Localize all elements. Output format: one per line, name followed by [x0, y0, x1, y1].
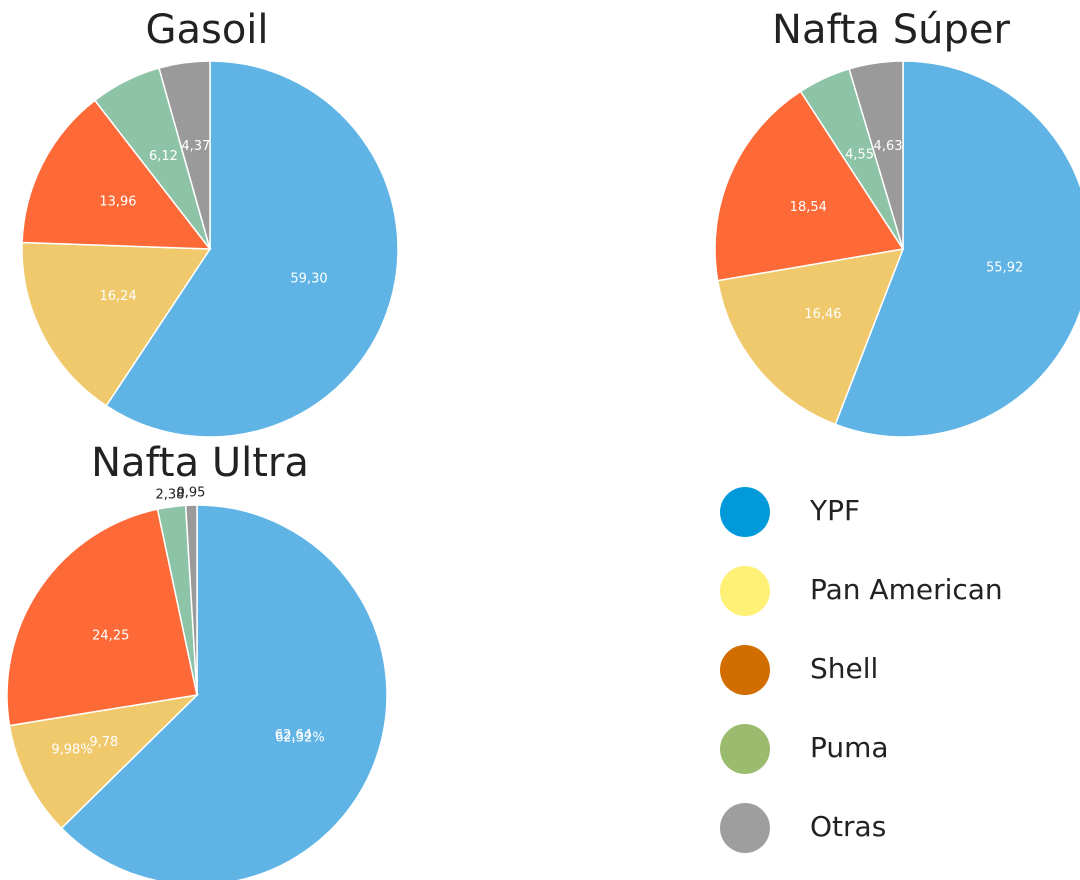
slice-label: 4,37 [181, 139, 210, 154]
annotation: 9,98% [51, 743, 92, 758]
slice-label: 55,92 [986, 260, 1023, 275]
legend-label: YPF [809, 494, 860, 527]
pie-slice [8, 693, 200, 830]
slice-label: 4,63 [874, 139, 903, 154]
slice-label: 18,54 [790, 200, 827, 215]
legend-swatch [720, 566, 770, 616]
legend-swatch [720, 645, 770, 695]
legend-label: Shell [810, 652, 878, 685]
slice-label: 16,46 [804, 307, 841, 322]
slice-label: 0,95 [176, 486, 205, 501]
legend-swatch [720, 487, 770, 537]
legend-label: Puma [810, 731, 889, 764]
pie-slice [184, 504, 198, 696]
legend-swatch [720, 724, 770, 774]
pie-slice [834, 60, 1080, 438]
slice-label: 4,55 [845, 148, 874, 163]
slice-label: 16,24 [99, 289, 136, 304]
pie-slice [60, 504, 388, 880]
slice-label: 13,96 [99, 194, 136, 209]
slice-label: 59,30 [290, 271, 327, 286]
slice-label: 62,64 [275, 728, 312, 743]
slice-label: 6,12 [149, 149, 178, 164]
pie-slice [6, 508, 198, 727]
pie-slice [716, 248, 905, 426]
slice-label: 9,78 [89, 735, 118, 750]
legend-label: Pan American [810, 573, 1003, 606]
pie-slice [21, 241, 212, 407]
slice-label: 2,38 [155, 487, 184, 502]
chart-title: Nafta Ultra [91, 440, 309, 486]
legend-label: Otras [810, 810, 886, 843]
pie-slice [848, 60, 904, 250]
annotation: 62,32% [275, 731, 325, 746]
legend-swatch [720, 803, 770, 853]
pie-slice [714, 90, 905, 282]
chart-title: Nafta Súper [772, 7, 1010, 53]
pie-slice [158, 60, 211, 250]
chart-title: Gasoil [145, 7, 268, 53]
slice-label: 24,25 [92, 629, 129, 644]
pie-slice [105, 60, 399, 438]
pie-slice [21, 99, 212, 250]
